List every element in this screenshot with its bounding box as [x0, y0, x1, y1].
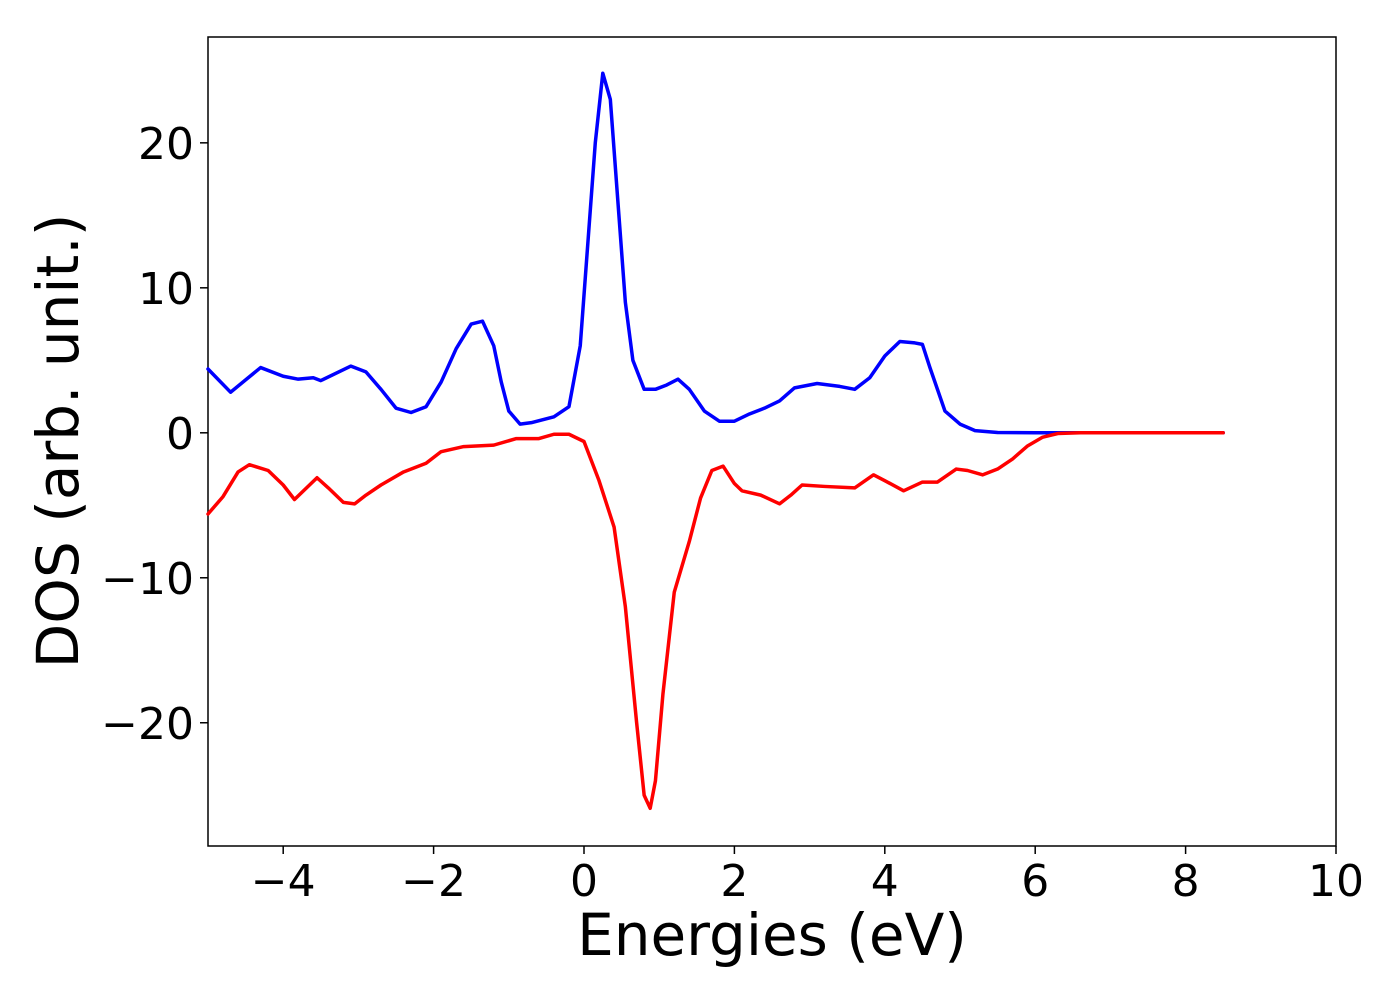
x-tick-label: 4: [871, 856, 899, 907]
plot-frame: [207, 36, 1337, 847]
x-tick-label: 2: [720, 856, 748, 907]
x-tick-label: 10: [1308, 856, 1364, 907]
y-tick-label: 10: [138, 264, 194, 315]
x-tick-label: −4: [251, 856, 316, 907]
y-tick-label: 0: [166, 409, 194, 460]
x-tick-label: 6: [1021, 856, 1049, 907]
y-tick-label: −20: [101, 699, 194, 750]
x-axis-label: Energies (eV): [577, 901, 967, 969]
y-tick-label: 20: [138, 119, 194, 170]
series-line: [206, 71, 1225, 435]
y-axis-label: DOS (arb. unit.): [24, 214, 92, 669]
x-tick-label: 0: [570, 856, 598, 907]
series-line: [206, 431, 1225, 811]
x-tick-label: −2: [401, 856, 466, 907]
x-tick-label: 8: [1172, 856, 1200, 907]
y-tick-label: −10: [101, 554, 194, 605]
